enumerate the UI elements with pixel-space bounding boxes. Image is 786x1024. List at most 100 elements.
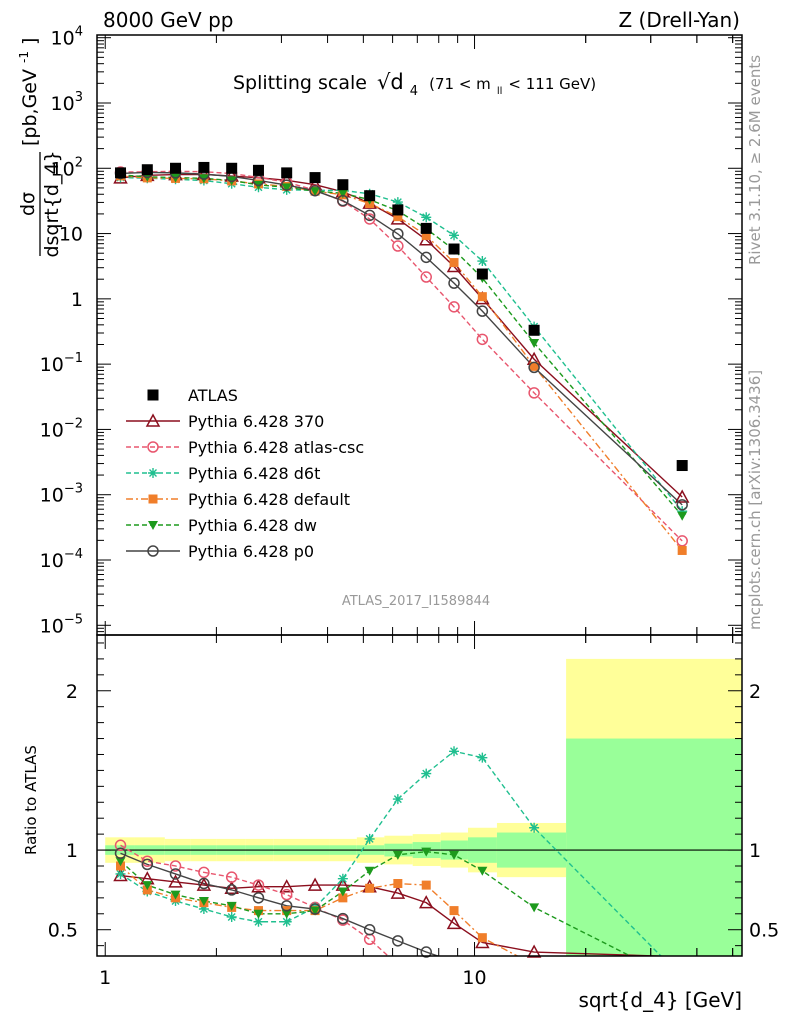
data-point-8: [337, 179, 349, 191]
series-line-main-0: [120, 173, 683, 498]
y-tick-exp-1: −4: [64, 547, 83, 562]
series-2-ratio-point-14: [529, 822, 540, 833]
legend-label-0: Pythia 6.428 370: [188, 412, 324, 431]
ratio-tick-label-right-0: 0.5: [749, 920, 779, 942]
x-tick-label-0: 1: [99, 967, 111, 989]
y-tick-exp-7: 2: [75, 155, 83, 170]
series-3-main-point-14: [529, 361, 539, 371]
title-text: Splitting scale: [233, 72, 367, 94]
series-2-ratio-point-4: [226, 911, 237, 922]
series-4-ratio-point-0: [115, 857, 126, 867]
series-3-ratio-point-13: [477, 933, 487, 943]
series-1-ratio-point-3: [198, 866, 210, 879]
series-2-ratio-point-6: [281, 916, 292, 927]
series-3-main-point-11: [421, 230, 431, 240]
y-tick-base-3: 10: [40, 419, 64, 441]
series-1-main-point-9: [363, 213, 376, 225]
series-0-ratio-point-7: [307, 877, 323, 891]
series-5-ratio-point-3: [198, 877, 210, 890]
y-tick-exp-3: −2: [64, 416, 83, 431]
data-point-13: [476, 268, 488, 280]
y-tick-label-6: 10: [59, 224, 83, 246]
y-tick-base-8: 10: [51, 93, 75, 115]
series-0-ratio-point-6: [279, 879, 294, 893]
series-2-main-point-12: [449, 230, 460, 241]
series-0-ratio-point-12: [446, 915, 462, 930]
legend-label-data: ATLAS: [188, 386, 238, 405]
data-point-12: [448, 243, 460, 255]
y-tick-base-0: 10: [40, 615, 64, 637]
series-5-main-point-12: [448, 277, 460, 289]
series-5-ratio-point-9: [363, 923, 376, 936]
ratio-tick-label-right-1: 1: [749, 840, 761, 862]
ratio-tick-label-right-2: 2: [749, 681, 761, 703]
series-5-ratio-point-10: [392, 935, 404, 947]
data-point-5: [252, 164, 264, 176]
series-5-main-point-8: [337, 194, 349, 207]
legend-label-5: Pythia 6.428 p0: [188, 542, 314, 561]
series-5-main-point-6: [280, 179, 293, 191]
series-2-main-point-15: [677, 506, 688, 517]
header-left: 8000 GeV pp: [103, 8, 234, 32]
series-3-main-point-12: [449, 258, 459, 268]
header-right: Z (Drell-Yan): [618, 8, 740, 32]
series-4-main-point-8: [337, 189, 348, 199]
y-tick-label-2: 10−3: [40, 482, 83, 507]
y-label-unit-sup: -1: [17, 51, 31, 63]
series-4-ratio-point-9: [364, 866, 375, 876]
y-tick-label-5: 1: [71, 289, 83, 311]
series-2-ratio-point-12: [449, 746, 460, 757]
series-line-ratio-4: [120, 850, 632, 956]
series-4-ratio-point-12: [449, 850, 460, 860]
title-range-sub: ll: [497, 86, 503, 97]
series-1-main-point-14: [528, 387, 540, 399]
title-symbol: √d: [377, 70, 404, 94]
series-5-main-point-9: [363, 209, 376, 222]
series-4-ratio-point-14: [529, 903, 540, 913]
ratio-y-axis-label: Ratio to ATLAS: [22, 745, 40, 855]
series-4-ratio-point-5: [253, 909, 264, 919]
series-line-main-3: [120, 175, 683, 551]
data-point-11: [420, 222, 432, 234]
series-2-ratio-point-3: [198, 904, 209, 915]
y-tick-exp-8: 3: [75, 90, 83, 105]
series-2-main-point-13: [477, 256, 488, 267]
series-4-ratio-point-7: [310, 906, 321, 916]
y-tick-exp-0: −5: [64, 612, 83, 627]
series-0-ratio-point-2: [168, 874, 183, 888]
ratio-tick-label-left-1: 1: [66, 840, 78, 862]
title-range-end: < 111 GeV): [508, 75, 596, 93]
series-5-main-point-14: [528, 361, 540, 374]
series-1-main-point-12: [448, 301, 460, 313]
series-1-main-point-13: [476, 333, 489, 346]
y-label-unit: [pb,GeV -1 ]: [11, 38, 41, 146]
series-4-main-point-7: [310, 187, 321, 197]
legend-label-2: Pythia 6.428 d6t: [188, 464, 320, 483]
series-5-main-point-13: [476, 305, 489, 317]
series-line-main-2: [120, 176, 683, 512]
y-tick-base-9: 10: [51, 28, 75, 50]
legend-label-4: Pythia 6.428 dw: [188, 516, 317, 535]
data-point-7: [309, 172, 321, 184]
series-2-ratio-point-9: [364, 833, 375, 844]
ratio-plot-frame: [96, 634, 743, 957]
series-0-ratio-point-0: [113, 867, 128, 882]
series-2-ratio-point-10: [392, 794, 403, 805]
data-point-1: [141, 164, 153, 176]
series-1-ratio-point-2: [169, 860, 182, 872]
series-2-ratio-point-5: [253, 916, 264, 927]
series-0-main-point-15: [674, 489, 690, 503]
series-2-main-point-10: [392, 197, 403, 208]
y-tick-label-0: 10−5: [40, 612, 83, 637]
series-5-ratio-point-0: [114, 847, 127, 859]
series-4-ratio-point-8: [337, 887, 348, 897]
series-lines: [120, 170, 683, 956]
y-tick-exp-4: −1: [64, 351, 83, 366]
data-point-0: [115, 167, 127, 179]
legend-marker-4: [148, 521, 158, 530]
legend-marker-3: [148, 494, 158, 504]
series-5-ratio-point-7: [309, 903, 321, 915]
series-3-ratio-point-11: [421, 880, 431, 890]
series-0-ratio-point-5: [251, 879, 266, 893]
